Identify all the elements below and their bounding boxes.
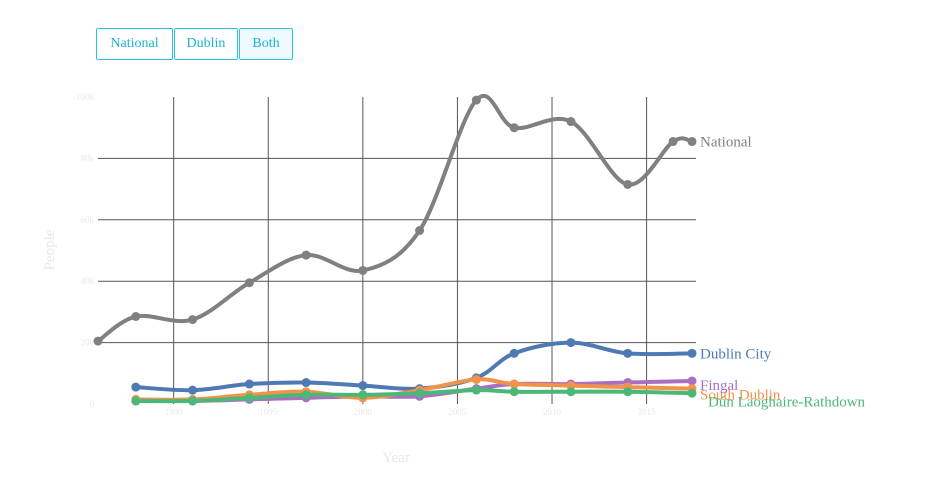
data-point[interactable] — [623, 179, 633, 189]
y-tick-label: 80k — [81, 153, 95, 163]
x-tick-label: 2005 — [448, 407, 467, 417]
data-point[interactable] — [301, 390, 311, 400]
y-tick-label: 20k — [81, 338, 95, 348]
data-point[interactable] — [623, 387, 633, 397]
data-point[interactable] — [509, 348, 519, 358]
data-point[interactable] — [687, 137, 697, 147]
data-point[interactable] — [566, 387, 576, 397]
series-d-n-laoghaire-rathdown — [131, 385, 697, 406]
data-point[interactable] — [509, 387, 519, 397]
data-point[interactable] — [301, 250, 311, 260]
data-point[interactable] — [415, 226, 425, 236]
axis-ticks: 0 20k 40k 60k 80k 100k 1990 1995 2000 2005 2010 201… — [76, 92, 656, 417]
data-point[interactable] — [244, 393, 254, 403]
series-label: South Dublin — [700, 388, 781, 404]
both-button[interactable]: Both — [239, 28, 293, 60]
data-point[interactable] — [301, 378, 311, 388]
x-tick-label: 2010 — [543, 407, 562, 417]
data-point[interactable] — [566, 117, 576, 127]
x-tick-label: 2015 — [638, 407, 657, 417]
data-point[interactable] — [244, 278, 254, 288]
data-point[interactable] — [131, 382, 141, 392]
data-point[interactable] — [471, 95, 481, 105]
x-axis-title: Year — [382, 450, 410, 466]
data-point[interactable] — [93, 336, 103, 346]
data-point[interactable] — [471, 374, 481, 384]
series-label: Fingal — [700, 378, 738, 394]
data-point[interactable] — [358, 265, 368, 275]
data-point[interactable] — [131, 312, 141, 322]
data-point[interactable] — [188, 385, 198, 395]
data-point[interactable] — [668, 137, 678, 147]
data-point[interactable] — [471, 385, 481, 395]
y-axis-title: People — [42, 229, 58, 270]
data-point[interactable] — [131, 396, 141, 406]
series-label: Dún Laoghaire-Rathdown — [708, 394, 866, 410]
data-point[interactable] — [687, 376, 697, 386]
data-point[interactable] — [358, 381, 368, 391]
national-button[interactable]: National — [96, 28, 173, 60]
series-line — [96, 94, 694, 344]
data-point[interactable] — [188, 315, 198, 325]
series-national — [93, 94, 697, 346]
x-tick-label: 2000 — [354, 407, 373, 417]
y-tick-label: 40k — [81, 276, 95, 286]
data-point[interactable] — [188, 396, 198, 406]
y-tick-label: 60k — [81, 215, 95, 225]
data-point[interactable] — [687, 348, 697, 358]
x-tick-label: 1990 — [165, 407, 184, 417]
data-point[interactable] — [358, 390, 368, 400]
y-tick-label: 0 — [90, 399, 95, 409]
y-tick-label: 100k — [76, 92, 95, 102]
series-layer — [93, 94, 697, 406]
data-point[interactable] — [415, 388, 425, 398]
x-tick-label: 1995 — [259, 407, 278, 417]
chart-grid — [98, 97, 696, 404]
dublin-button[interactable]: Dublin — [174, 28, 238, 60]
data-point[interactable] — [244, 379, 254, 389]
data-point[interactable] — [623, 348, 633, 358]
series-label: Dublin City — [700, 346, 772, 362]
series-label: National — [700, 135, 752, 151]
data-point[interactable] — [687, 388, 697, 398]
data-point[interactable] — [566, 338, 576, 348]
data-point[interactable] — [509, 123, 519, 133]
data-point[interactable] — [509, 379, 519, 389]
